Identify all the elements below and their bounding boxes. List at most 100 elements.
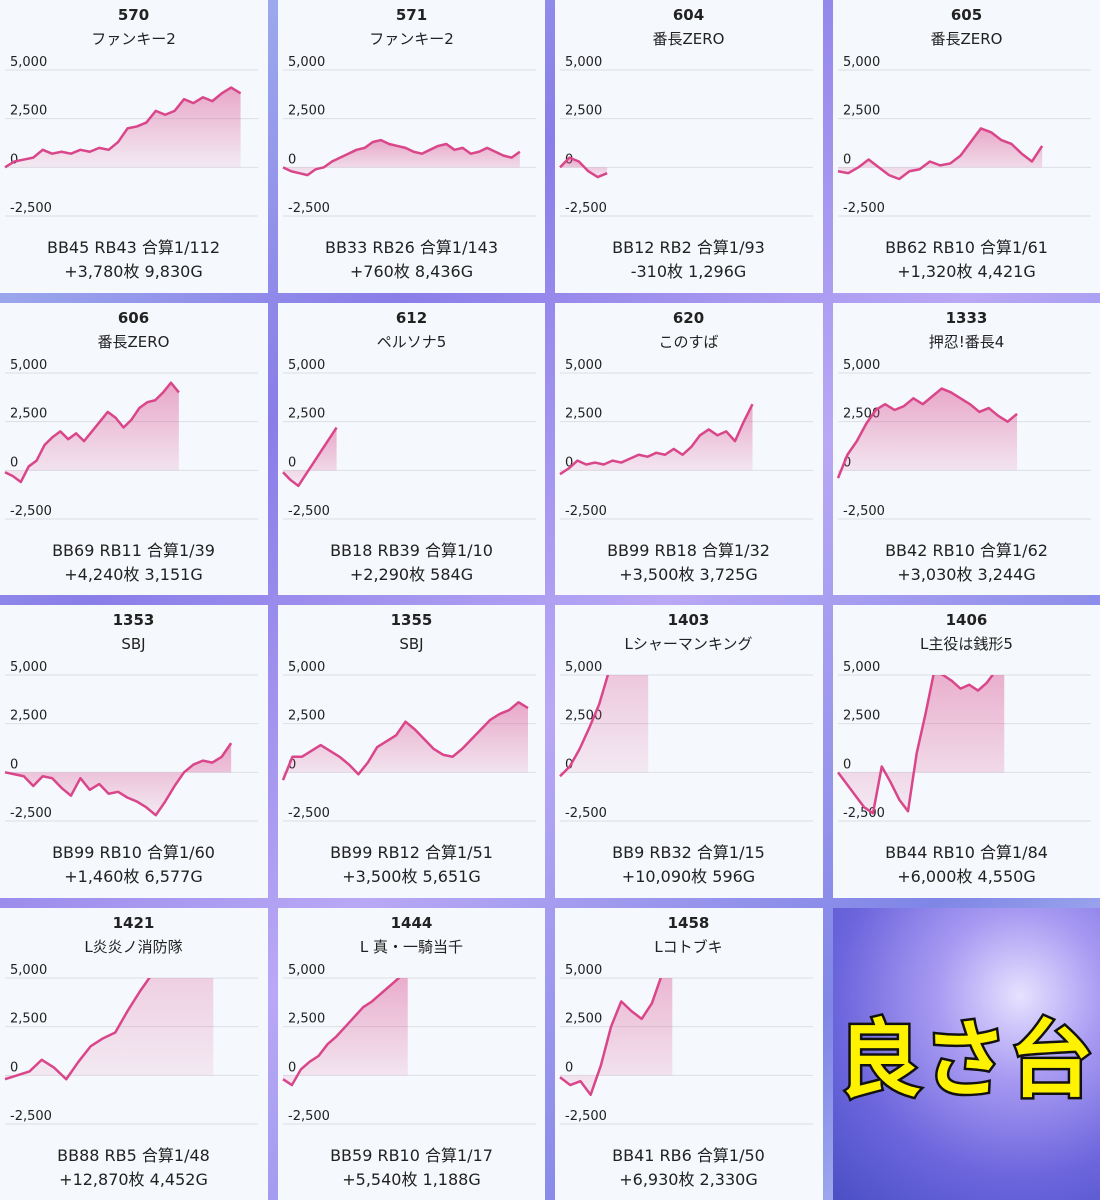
y-tick-label: 0 (288, 1060, 296, 1075)
line (4, 86, 242, 169)
area (560, 403, 753, 474)
area (282, 427, 337, 486)
chart-title: 1406 (945, 611, 987, 629)
chart-title: 604 (673, 6, 704, 24)
y-tick-label: -2,500 (843, 201, 885, 216)
chart-title: 1403 (668, 611, 710, 629)
y-tick-label: 5,000 (565, 660, 602, 675)
y-tick-label: 5,000 (288, 963, 325, 978)
chart-tile: 1444 L 真・一騎当千 5,000 2,500 0 -2,500 BB59 RB10 合… (277, 907, 545, 1200)
line (4, 977, 151, 1080)
line (4, 742, 233, 817)
y-tick-label: 0 (288, 455, 296, 470)
chart-subtitle: 押忍!番長4 (928, 333, 1004, 351)
chart: 570 ファンキー2 5,000 2,500 0 -2,500 BB45 RB43 合算1/… (4, 6, 258, 281)
chart-subtitle: SBJ (121, 635, 145, 653)
area (5, 743, 232, 816)
chart-tile: 605 番長ZERO 5,000 2,500 0 -2,500 BB62 RB10 合算1/… (832, 0, 1100, 293)
y-tick-label: -2,500 (288, 504, 330, 519)
area (282, 977, 408, 1085)
stats-line: BB12 RB2 合算1/93 (612, 238, 765, 257)
stats-line: BB99 RB10 合算1/60 (52, 843, 215, 862)
y-tick-label: 5,000 (843, 55, 880, 70)
badge: 良さ台 (835, 1009, 1096, 1112)
y-tick-label: -2,500 (843, 504, 885, 519)
stats-line: +6,930枚 2,330G (619, 1170, 758, 1189)
line (559, 403, 754, 475)
chart: 1458 Lコトブキ 5,000 2,500 0 -2,500 BB41 RB6 合算1/5… (559, 914, 813, 1189)
y-tick-label: 0 (10, 152, 18, 167)
chart-tile: 1421 L炎炎ノ消防隊 5,000 2,500 0 -2,500 BB88 RB5 合算1… (0, 907, 268, 1200)
line (836, 386, 1018, 479)
y-tick-label: 5,000 (10, 358, 47, 373)
y-tick-label: 5,000 (288, 358, 325, 373)
y-tick-label: 0 (288, 152, 296, 167)
chart-subtitle: Lシャーマンキング (625, 635, 753, 653)
line (837, 127, 1043, 181)
y-tick-label: -2,500 (565, 1109, 607, 1124)
chart: 612 ペルソナ5 5,000 2,500 0 -2,500 BB18 RB39 合算1/1… (281, 309, 536, 584)
chart-title: 606 (118, 309, 149, 327)
stats-line: BB18 RB39 合算1/10 (330, 541, 493, 560)
chart: 1421 L炎炎ノ消防隊 5,000 2,500 0 -2,500 BB88 RB5 合算1… (4, 914, 258, 1189)
y-tick-label: 5,000 (288, 55, 325, 70)
y-tick-label: -2,500 (10, 806, 52, 821)
chart-subtitle: 番長ZERO (930, 30, 1002, 48)
chart-tile: 571 ファンキー2 5,000 2,500 0 -2,500 BB33 RB26 合算1/… (277, 0, 545, 293)
y-tick-label: 0 (10, 1060, 18, 1075)
y-tick-label: -2,500 (10, 201, 52, 216)
y-tick-label: 0 (843, 152, 851, 167)
chart: 1444 L 真・一騎当千 5,000 2,500 0 -2,500 BB59 RB10 合… (281, 914, 536, 1189)
y-tick-label: 2,500 (288, 1011, 325, 1026)
stats-line: +3,030枚 3,244G (897, 565, 1036, 584)
chart-title: 1444 (390, 914, 432, 932)
chart-title: 1458 (668, 914, 710, 932)
y-tick-label: 2,500 (10, 104, 47, 119)
chart-subtitle: Lコトブキ (654, 938, 722, 956)
stats-line: +3,780枚 9,830G (64, 262, 203, 281)
chart-title: 612 (395, 309, 426, 327)
y-tick-label: -2,500 (10, 504, 52, 519)
chart-tile: 1403 Lシャーマンキング 5,000 2,500 0 -2,500 BB9 RB32 合… (555, 605, 823, 898)
y-tick-label: -2,500 (288, 201, 330, 216)
y-tick-label: -2,500 (565, 806, 607, 821)
line (281, 138, 521, 177)
chart: 605 番長ZERO 5,000 2,500 0 -2,500 BB62 RB10 合算1/… (837, 6, 1091, 281)
chart-tile: 1406 L主役は銭形5 5,000 2,500 0 -2,500 BB44 RB10 合算… (832, 605, 1100, 898)
y-tick-label: 5,000 (10, 55, 47, 70)
stats-line: +760枚 8,436G (349, 262, 472, 281)
y-tick-label: 2,500 (565, 406, 602, 421)
chart-title: 605 (950, 6, 981, 24)
line (836, 675, 994, 815)
y-tick-label: -2,500 (565, 504, 607, 519)
y-tick-label: 0 (565, 1060, 573, 1075)
area (5, 87, 241, 168)
stats-line: BB45 RB43 合算1/112 (47, 238, 220, 257)
chart-subtitle: ペルソナ5 (376, 333, 446, 351)
chart: 620 このすば 5,000 2,500 0 -2,500 BB99 RB18 合算1/32… (559, 309, 813, 584)
y-tick-label: 2,500 (565, 104, 602, 119)
chart-subtitle: SBJ (399, 635, 423, 653)
y-tick-label: 5,000 (10, 660, 47, 675)
y-tick-label: 2,500 (10, 406, 47, 421)
stats-line: +1,460枚 6,577G (64, 867, 203, 886)
y-tick-label: 2,500 (10, 709, 47, 724)
stats-line: +10,090枚 596G (622, 867, 755, 886)
stats-line: BB69 RB11 合算1/39 (52, 541, 215, 560)
chart-subtitle: 番長ZERO (653, 30, 725, 48)
area (560, 977, 673, 1095)
chart-tile: 1458 Lコトブキ 5,000 2,500 0 -2,500 BB41 RB6 合算1/5… (555, 907, 823, 1200)
line (281, 701, 529, 781)
chart-title: 620 (673, 309, 704, 327)
chart-subtitle: L炎炎ノ消防隊 (84, 938, 182, 956)
chart-title: 1353 (113, 611, 155, 629)
y-tick-label: 2,500 (843, 709, 880, 724)
stats-line: +3,500枚 5,651G (342, 867, 481, 886)
